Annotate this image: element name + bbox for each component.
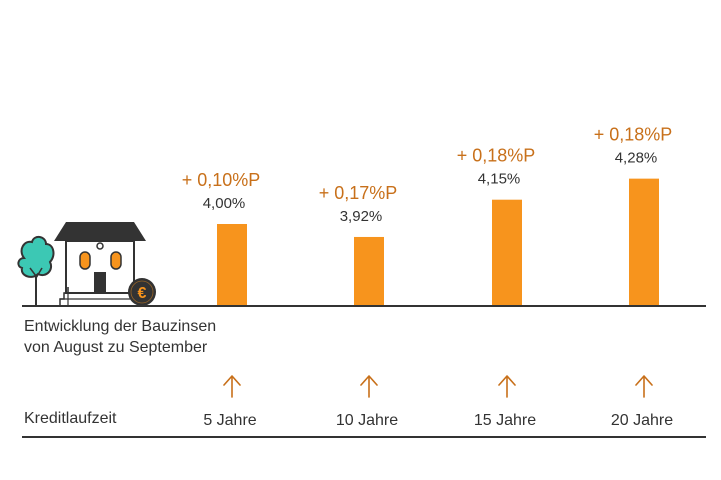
arrow-up-icon [498, 375, 516, 398]
arrows [223, 375, 653, 398]
caption-line-1: Entwicklung der Bauzinsen [24, 318, 217, 335]
value-label-1: 4,00% [203, 195, 246, 212]
bar-2 [354, 236, 384, 305]
bar-labels: 4,00% + 0,10%P 3,92% + 0,17%P 4,15% + 0,18%P 4… [182, 125, 673, 225]
change-label-4: + 0,18%P [594, 125, 673, 145]
euro-coin-icon: € [128, 278, 156, 306]
x-tick-label-4: 20 Jahre [611, 412, 673, 429]
arrow-up-icon [223, 375, 241, 398]
bar-4 [629, 178, 659, 305]
bar-1 [217, 224, 247, 305]
euro-symbol: € [138, 285, 147, 302]
value-label-2: 3,92% [340, 208, 383, 225]
x-axis-label: Kreditlaufzeit [24, 410, 117, 427]
value-label-4: 4,28% [615, 150, 658, 167]
arrow-up-icon [360, 375, 378, 398]
x-tick-label-1: 5 Jahre [203, 412, 256, 429]
change-label-3: + 0,18%P [457, 146, 536, 166]
caption-line-2: von August zu September [24, 339, 208, 356]
x-tick-label-3: 15 Jahre [474, 412, 536, 429]
bars [217, 178, 659, 305]
change-label-1: + 0,10%P [182, 170, 261, 190]
tree-icon [17, 236, 55, 305]
illustration: € [17, 222, 156, 306]
bar-3 [492, 199, 522, 305]
change-label-2: + 0,17%P [319, 183, 398, 203]
value-label-3: 4,15% [478, 171, 521, 188]
bottom-divider [22, 436, 706, 438]
house-icon [54, 222, 146, 305]
arrow-up-icon [635, 375, 653, 398]
x-tick-label-2: 10 Jahre [336, 412, 398, 429]
chart-caption: Entwicklung der Bauzinsen von August zu … [24, 316, 216, 358]
x-tick-labels: 5 Jahre 10 Jahre 15 Jahre 20 Jahre [203, 412, 673, 429]
